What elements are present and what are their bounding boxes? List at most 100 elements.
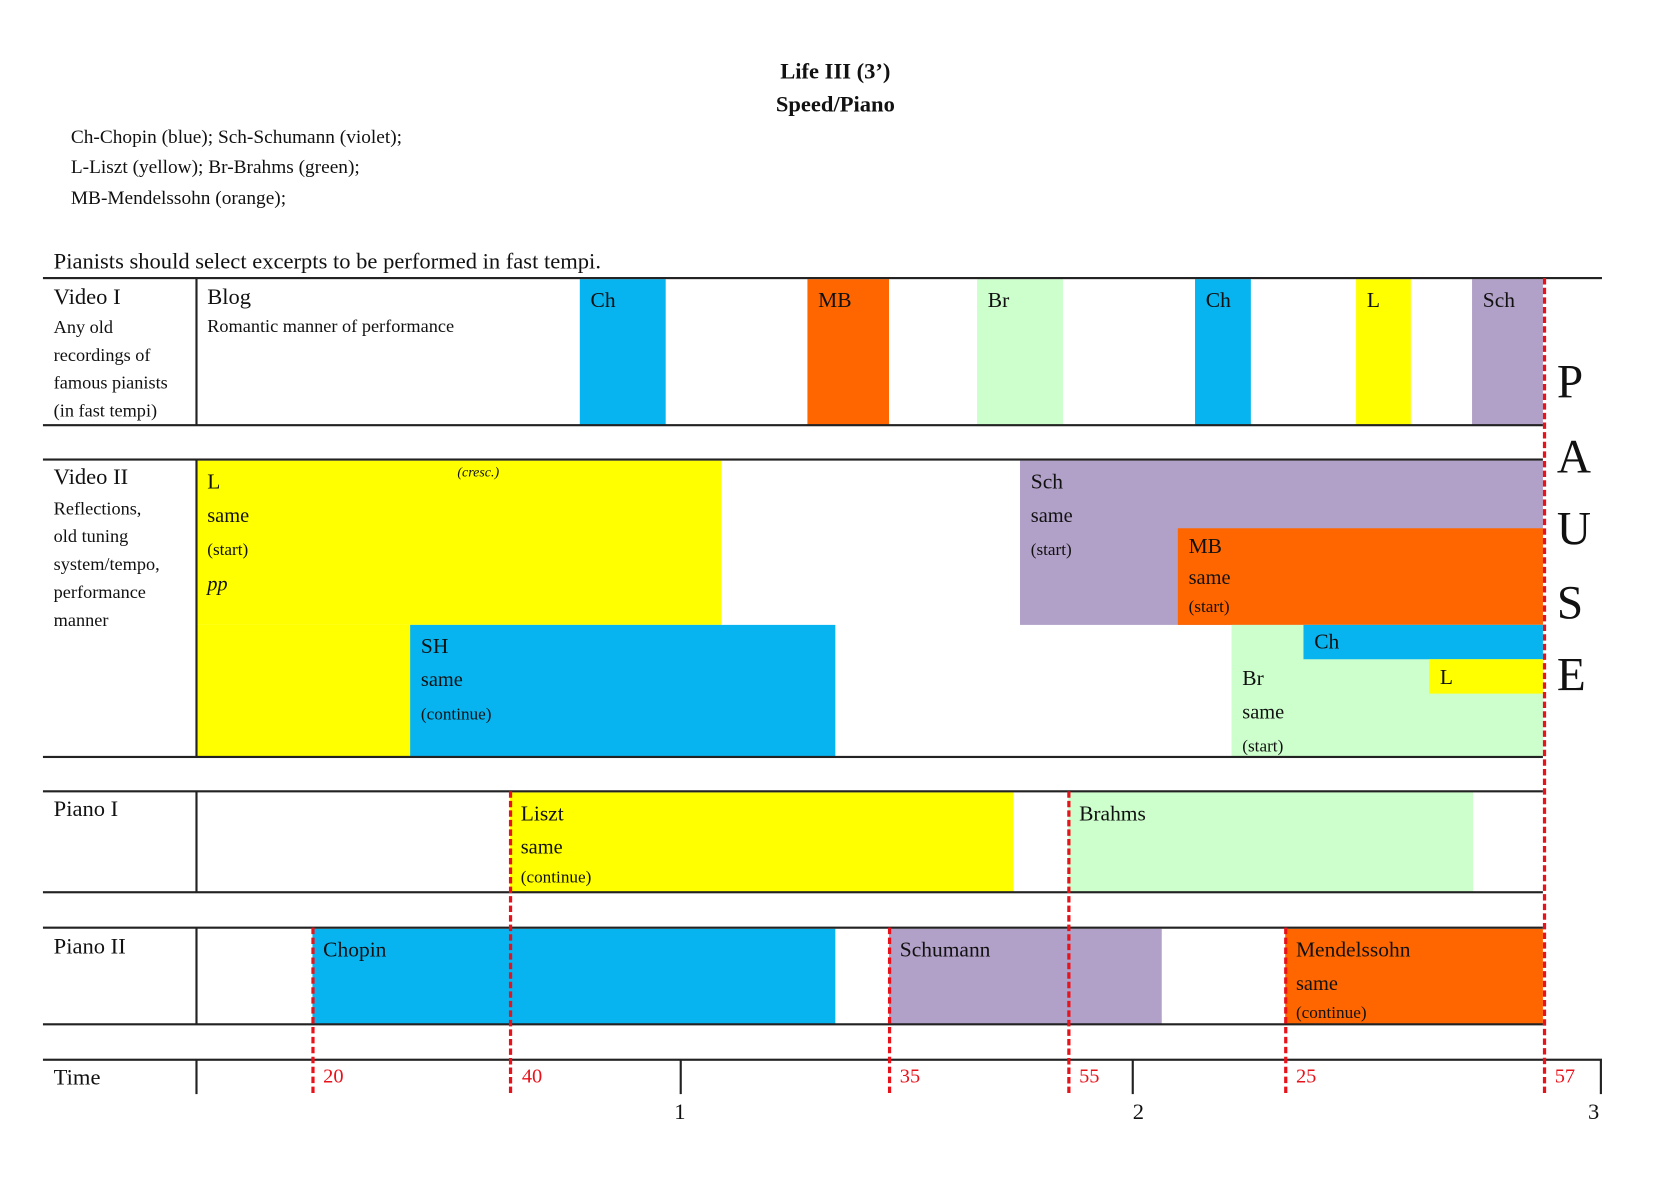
video2-bar-sh: SH same (continue) (410, 624, 836, 757)
time-marker: 25 (1295, 1065, 1317, 1088)
video2-bar-liszt-small: L (1429, 659, 1543, 694)
bar-label: Mendelssohn (1295, 938, 1411, 963)
video2-bar-liszt-ext (196, 624, 412, 757)
divider (42, 1023, 1543, 1026)
bar-same: same (420, 668, 463, 692)
time-marker: 55 (1079, 1065, 1100, 1088)
instruction: Pianists should select excerpts to be pe… (53, 248, 601, 274)
bar-same: same (1030, 504, 1073, 528)
row-label-video2: Video II (53, 463, 129, 490)
time-marker: 40 (521, 1065, 543, 1088)
bar-note: (start) (207, 541, 249, 560)
minute-label: 2 (1132, 1098, 1145, 1125)
bar-label: Sch (1030, 470, 1063, 494)
bar-same: same (207, 504, 250, 528)
marker-line-pause (1542, 278, 1547, 1094)
bar-label: Chopin (323, 938, 387, 963)
bar-label: Br (987, 288, 1010, 313)
video1-bar-chopin: Ch (1195, 279, 1251, 426)
time-marker: 20 (323, 1065, 344, 1088)
bar-same: same (520, 836, 563, 859)
video1-bar-brahms: Br (977, 279, 1063, 426)
bar-label: MB (1188, 534, 1223, 559)
bar-label: Schumann (899, 938, 991, 963)
divider (42, 790, 1543, 793)
column-divider (195, 927, 198, 1025)
time-tick (1599, 1059, 1602, 1095)
video1-bar-mendelssohn: MB (807, 279, 890, 426)
marker-line (508, 791, 513, 1094)
row-label-piano2: Piano II (53, 933, 126, 959)
divider (42, 458, 1543, 461)
marker-line (1067, 791, 1071, 1094)
blog-label: Blog (207, 283, 252, 310)
desc-line: old tuning (53, 526, 129, 547)
bar-label: L (207, 470, 221, 494)
video1-bar-chopin: Ch (579, 279, 666, 426)
piano1-bar-liszt: Liszt same (continue) (510, 792, 1014, 893)
row-label-piano1: Piano I (53, 795, 119, 822)
bar-label: L (1439, 665, 1453, 690)
bar-same: same (1295, 972, 1338, 996)
bar-label: Ch (590, 288, 616, 313)
divider (42, 926, 1543, 929)
legend-line: L-Liszt (yellow); Br-Brahms (green); (70, 155, 360, 178)
bar-label: Ch (1205, 288, 1231, 313)
video1-bar-liszt: L (1356, 279, 1411, 426)
desc-line: Reflections, (53, 498, 142, 519)
row-desc-video2: Reflections, old tuning system/tempo, pe… (54, 495, 160, 635)
video1-bar-schumann: Sch (1472, 279, 1543, 426)
row-label-video1: Video I (53, 283, 121, 310)
bar-label: SH (420, 634, 449, 659)
bar-note: (continue) (520, 868, 592, 887)
desc-line: manner (53, 609, 109, 631)
column-divider (195, 459, 198, 757)
piano2-bar-schumann: Schumann (889, 928, 1162, 1025)
desc-line: (in fast tempi) (53, 400, 158, 421)
piano1-bar-brahms: Brahms (1068, 792, 1474, 893)
divider (42, 755, 1543, 759)
bar-label: Brahms (1079, 802, 1146, 826)
piano2-bar-chopin: Chopin (312, 928, 836, 1025)
bar-same: same (1188, 566, 1231, 590)
row-desc-video1: Any old recordings of famous pianists (i… (54, 314, 168, 426)
bar-same: same (1242, 701, 1285, 724)
bar-note: (start) (1030, 541, 1072, 560)
bar-label: Br (1242, 666, 1264, 691)
page-title: Life III (3’) (780, 57, 891, 84)
bar-note: (start) (1242, 737, 1284, 756)
divider (42, 1058, 1602, 1061)
time-tick (1131, 1059, 1134, 1095)
pause-letter: E (1556, 648, 1586, 702)
time-marker: 35 (899, 1065, 921, 1088)
desc-line: Any old (53, 316, 114, 338)
column-divider (195, 278, 198, 426)
bar-note: (continue) (420, 705, 492, 724)
divider (42, 891, 1543, 894)
pause-letter: A (1556, 430, 1591, 484)
marker-line (887, 927, 892, 1094)
video2-bar-chopin: Ch (1303, 624, 1543, 660)
divider (42, 424, 1543, 427)
divider (42, 277, 1602, 280)
page-subtitle: Speed/Piano (775, 91, 895, 118)
time-tick (679, 1059, 682, 1095)
bar-note: (start) (1188, 598, 1230, 617)
row-label-time: Time (53, 1064, 101, 1090)
marker-line (1284, 927, 1288, 1094)
bar-label: MB (818, 288, 852, 313)
minute-label: 3 (1588, 1098, 1600, 1125)
bar-note: (continue) (1295, 1003, 1367, 1023)
column-divider (195, 791, 198, 893)
bar-label: Ch (1314, 630, 1340, 654)
blog-desc: Romantic manner of performance (207, 315, 455, 337)
bar-label: L (1366, 288, 1380, 313)
legend-line: MB-Mendelssohn (orange); (70, 186, 287, 209)
pause-letter: U (1556, 502, 1591, 556)
bar-label: Liszt (520, 802, 564, 826)
time-marker: 57 (1554, 1065, 1576, 1088)
piano2-bar-mendelssohn: Mendelssohn same (continue) (1285, 928, 1543, 1025)
video2-bar-mendelssohn: MB same (start) (1177, 528, 1543, 625)
desc-line: famous pianists (53, 372, 168, 393)
